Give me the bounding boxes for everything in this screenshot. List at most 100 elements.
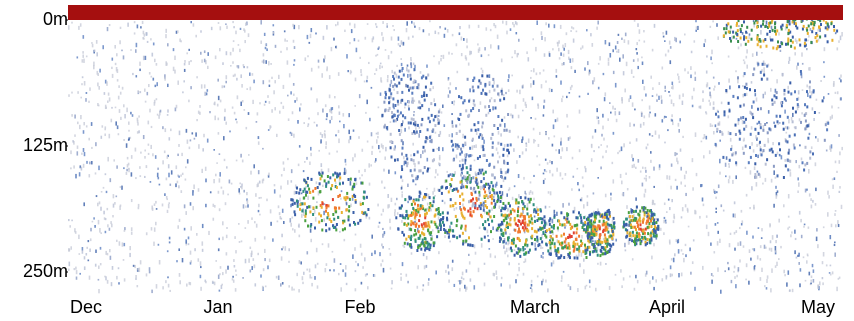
echo-speck [735,161,738,165]
echo-speck [596,253,599,257]
echo-speck [674,152,677,157]
echo-speck [432,244,435,248]
echo-speck [503,144,506,148]
echo-speck [539,208,542,212]
echo-speck [482,154,485,157]
echo-speck [487,54,490,57]
echo-speck [395,73,398,79]
echo-speck [310,146,312,151]
echo-speck [779,148,781,152]
echo-speck [151,207,154,211]
echo-speck [530,83,532,88]
echo-speck [576,256,579,260]
echo-speck [771,69,773,72]
echo-speck [438,251,440,255]
echo-speck [201,248,204,252]
echo-speck [607,230,610,234]
echo-speck [378,145,380,150]
echo-speck [484,190,487,194]
echo-speck [562,246,565,250]
echo-speck [785,42,787,46]
echo-speck [497,194,500,198]
echo-speck [167,109,169,113]
echo-speck [280,283,282,287]
echo-speck [401,179,404,183]
echo-speck [493,124,496,127]
echo-speck [392,103,395,108]
echo-speck [650,159,652,163]
echo-speck [268,61,270,66]
echo-speck [745,55,748,59]
echo-speck [230,182,233,185]
echo-speck [243,66,245,69]
echo-speck [404,102,407,106]
echo-speck [798,210,801,215]
echo-speck [375,23,377,26]
echo-speck [387,109,390,112]
echo-speck [390,155,393,159]
echo-speck [112,203,115,208]
echo-speck [588,71,590,76]
echo-speck [548,252,551,256]
echo-speck [401,98,404,102]
echo-speck [641,206,644,210]
echo-speck [634,241,637,245]
echo-speck [711,62,713,65]
echo-speck [556,239,559,243]
echo-speck [644,243,647,247]
echo-speck [334,178,336,182]
echo-speck [71,91,73,94]
echo-speck [338,138,340,144]
echo-speck [361,148,364,152]
echo-speck [273,184,276,187]
echo-speck [417,161,420,165]
echo-speck [235,269,237,272]
echo-speck [772,46,775,50]
echo-speck [444,235,446,239]
echo-speck [349,177,352,181]
echo-speck [224,108,226,113]
echo-speck [352,129,355,132]
echo-speck [486,229,489,234]
echo-speck [351,187,354,191]
echo-speck [598,227,601,231]
echo-speck [632,75,635,78]
x-tick-label: Dec [70,297,102,317]
echo-speck [500,232,503,236]
echo-speck [715,207,717,210]
echo-speck [658,82,661,85]
echo-speck [444,179,446,184]
echo-speck [188,146,191,150]
echo-speck [205,281,207,284]
echo-speck [474,251,477,255]
echo-speck [736,21,738,25]
echo-speck [338,178,341,183]
echo-speck [557,42,559,47]
echo-speck [541,217,544,221]
echo-speck [512,22,514,25]
echo-speck [763,244,766,249]
echo-speck [774,176,777,179]
echo-speck [663,232,665,236]
echo-speck [508,240,510,245]
echo-speck [500,89,503,93]
echo-speck [806,105,809,109]
echo-speck [129,252,131,258]
echo-speck [417,203,419,207]
echo-speck [306,176,309,180]
echo-speck [507,222,510,226]
echo-speck [579,213,582,217]
echo-speck [497,223,500,227]
echo-speck [822,252,825,257]
echo-speck [381,180,383,184]
echo-speck [477,267,480,273]
echo-speck [518,249,521,253]
echo-speck [592,243,595,247]
echo-speck [636,52,638,55]
echo-speck [296,199,298,203]
echo-speck [552,260,555,265]
echo-speck [398,132,401,136]
echo-speck [633,287,636,291]
echo-speck [542,278,544,283]
echo-speck [485,92,488,96]
